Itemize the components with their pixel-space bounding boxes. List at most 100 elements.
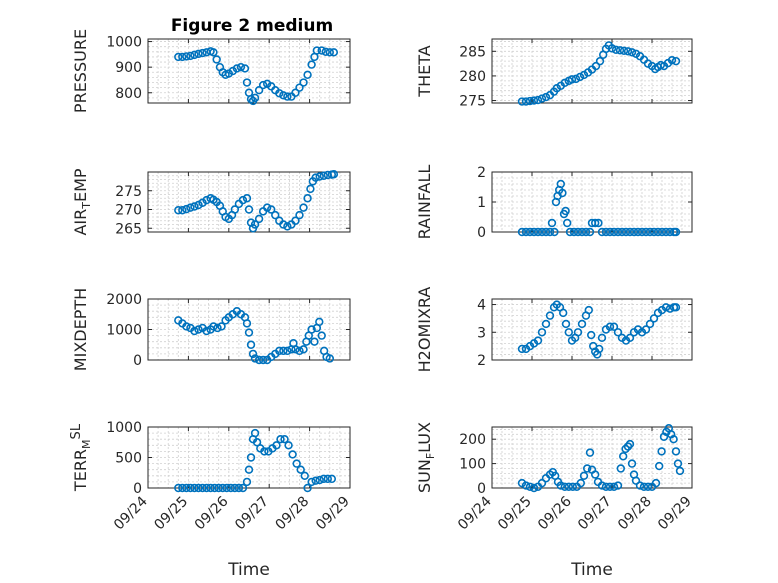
y-label-base: PRESSURE: [71, 29, 90, 113]
data-point: [545, 227, 555, 237]
data-point: [210, 483, 219, 493]
data-point: [300, 471, 309, 480]
data-point: [651, 478, 661, 488]
data-point: [637, 227, 647, 237]
data-point: [558, 308, 568, 318]
data-point: [671, 447, 681, 456]
axes-frame: [147, 38, 351, 104]
data-point: [307, 477, 316, 487]
data-point: [310, 337, 319, 346]
data-point: [190, 202, 199, 211]
data-point: [186, 203, 195, 212]
data-point: [209, 322, 218, 331]
data-point: [194, 483, 203, 493]
data-point: [319, 171, 328, 180]
data-point: [206, 483, 215, 493]
data-point: [329, 170, 339, 179]
x-axis-label: Time: [227, 560, 270, 580]
data-point: [613, 328, 623, 337]
data-point: [545, 311, 555, 320]
data-point: [581, 227, 591, 237]
data-point: [230, 483, 240, 493]
y-tick-label: 280: [459, 69, 486, 85]
y-label-after-sub: EMP: [71, 168, 90, 202]
data-point: [649, 314, 659, 323]
data-point: [594, 218, 603, 228]
data-point: [609, 227, 619, 237]
data-point: [272, 441, 281, 450]
y-tick-label: 275: [459, 94, 486, 110]
y-tick-label: 0: [477, 225, 486, 241]
data-point: [190, 326, 199, 336]
data-point: [613, 481, 623, 490]
data-point: [258, 355, 268, 365]
y-tick-label: 100: [459, 457, 486, 473]
series-points: [174, 170, 339, 233]
data-point: [667, 55, 677, 65]
data-point: [280, 435, 289, 444]
data-point: [198, 483, 207, 493]
data-point: [585, 448, 595, 457]
axes-frame: [147, 171, 351, 233]
data-point: [295, 346, 304, 356]
data-point: [619, 46, 629, 56]
series-points: [517, 179, 681, 237]
data-point: [569, 227, 579, 237]
data-point: [577, 227, 587, 237]
data-point: [283, 92, 292, 101]
data-point: [631, 476, 641, 485]
data-point: [529, 227, 539, 237]
data-point: [525, 227, 535, 237]
y-label-base: TERR: [71, 449, 90, 492]
data-point: [565, 227, 575, 237]
data-point: [517, 344, 527, 354]
x-axis-label: Time: [570, 560, 613, 580]
data-point: [541, 319, 551, 329]
data-point: [517, 97, 527, 106]
data-point: [533, 227, 543, 237]
data-point: [673, 459, 683, 468]
data-point: [262, 203, 272, 212]
data-point: [525, 482, 535, 491]
y-tick-label: 1000: [106, 323, 142, 339]
data-point: [186, 51, 195, 61]
data-point: [240, 64, 250, 73]
data-point: [250, 93, 260, 103]
y-tick-label: 500: [115, 451, 142, 467]
data-point: [299, 345, 308, 354]
grid: [491, 39, 693, 103]
data-point: [591, 61, 601, 71]
data-point: [327, 474, 337, 484]
data-point: [537, 478, 547, 488]
data-point: [564, 328, 573, 337]
data-point: [661, 227, 671, 237]
data-point: [561, 206, 570, 216]
data-point: [629, 227, 639, 237]
data-point: [236, 62, 246, 72]
data-point: [645, 319, 655, 329]
y-axis-label: TERRM​SL: [69, 423, 93, 492]
y-label-after-sub: LUX: [415, 422, 434, 453]
y-tick-label: 4: [477, 298, 486, 314]
data-point: [529, 96, 539, 105]
data-point: [590, 218, 600, 228]
data-point: [299, 78, 308, 87]
data-point: [617, 227, 627, 237]
data-point: [232, 64, 242, 73]
data-point: [661, 303, 671, 312]
data-point: [575, 72, 585, 82]
data-point: [295, 210, 304, 220]
data-point: [653, 227, 663, 237]
series-points: [174, 46, 339, 106]
data-point: [315, 172, 324, 181]
data-point: [550, 227, 559, 237]
data-point: [284, 441, 293, 450]
subplot-2: 275 280 285 THETA: [415, 38, 693, 110]
data-point: [521, 227, 531, 237]
data-point: [625, 333, 635, 343]
data-point: [317, 46, 326, 55]
data-point: [202, 326, 211, 336]
y-tick-label: 2: [477, 353, 486, 369]
data-point: [209, 48, 218, 57]
